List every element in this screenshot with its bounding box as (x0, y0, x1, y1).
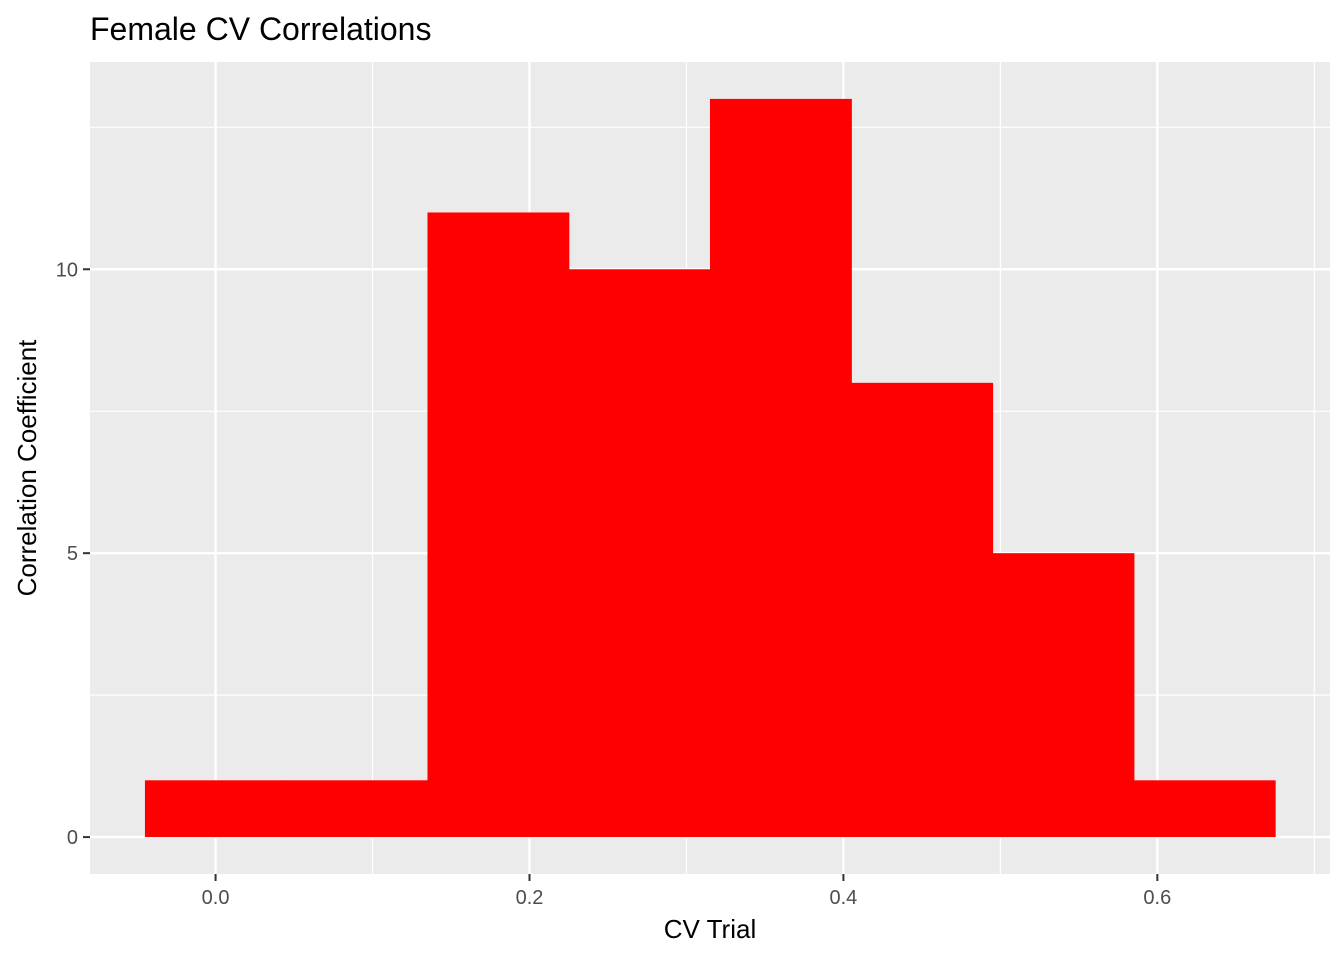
x-axis: 0.0 0.2 0.4 0.6 (202, 874, 1171, 909)
y-tick-label: 0 (67, 827, 78, 849)
histogram-bar (144, 780, 287, 838)
x-tick-label: 0.4 (830, 887, 858, 909)
x-tick-label: 0.0 (202, 887, 230, 909)
y-axis: 0 5 10 (56, 259, 90, 849)
histogram-bar (710, 98, 852, 838)
y-axis-title: Correlation Coefficient (12, 339, 42, 597)
x-axis-title: CV Trial (664, 914, 756, 944)
x-tick-label: 0.2 (516, 887, 544, 909)
histogram-bar (851, 382, 994, 838)
y-tick-label: 5 (67, 543, 78, 565)
histogram-bar (1133, 780, 1276, 838)
y-tick-label: 10 (56, 259, 78, 281)
chart-title: Female CV Correlations (90, 11, 431, 47)
histogram-bar (992, 553, 1135, 838)
histogram-bar (427, 212, 570, 838)
x-tick-label: 0.6 (1143, 887, 1171, 909)
histogram-bar (568, 269, 711, 838)
histogram-bar (286, 780, 429, 838)
histogram-bars (144, 98, 1276, 838)
